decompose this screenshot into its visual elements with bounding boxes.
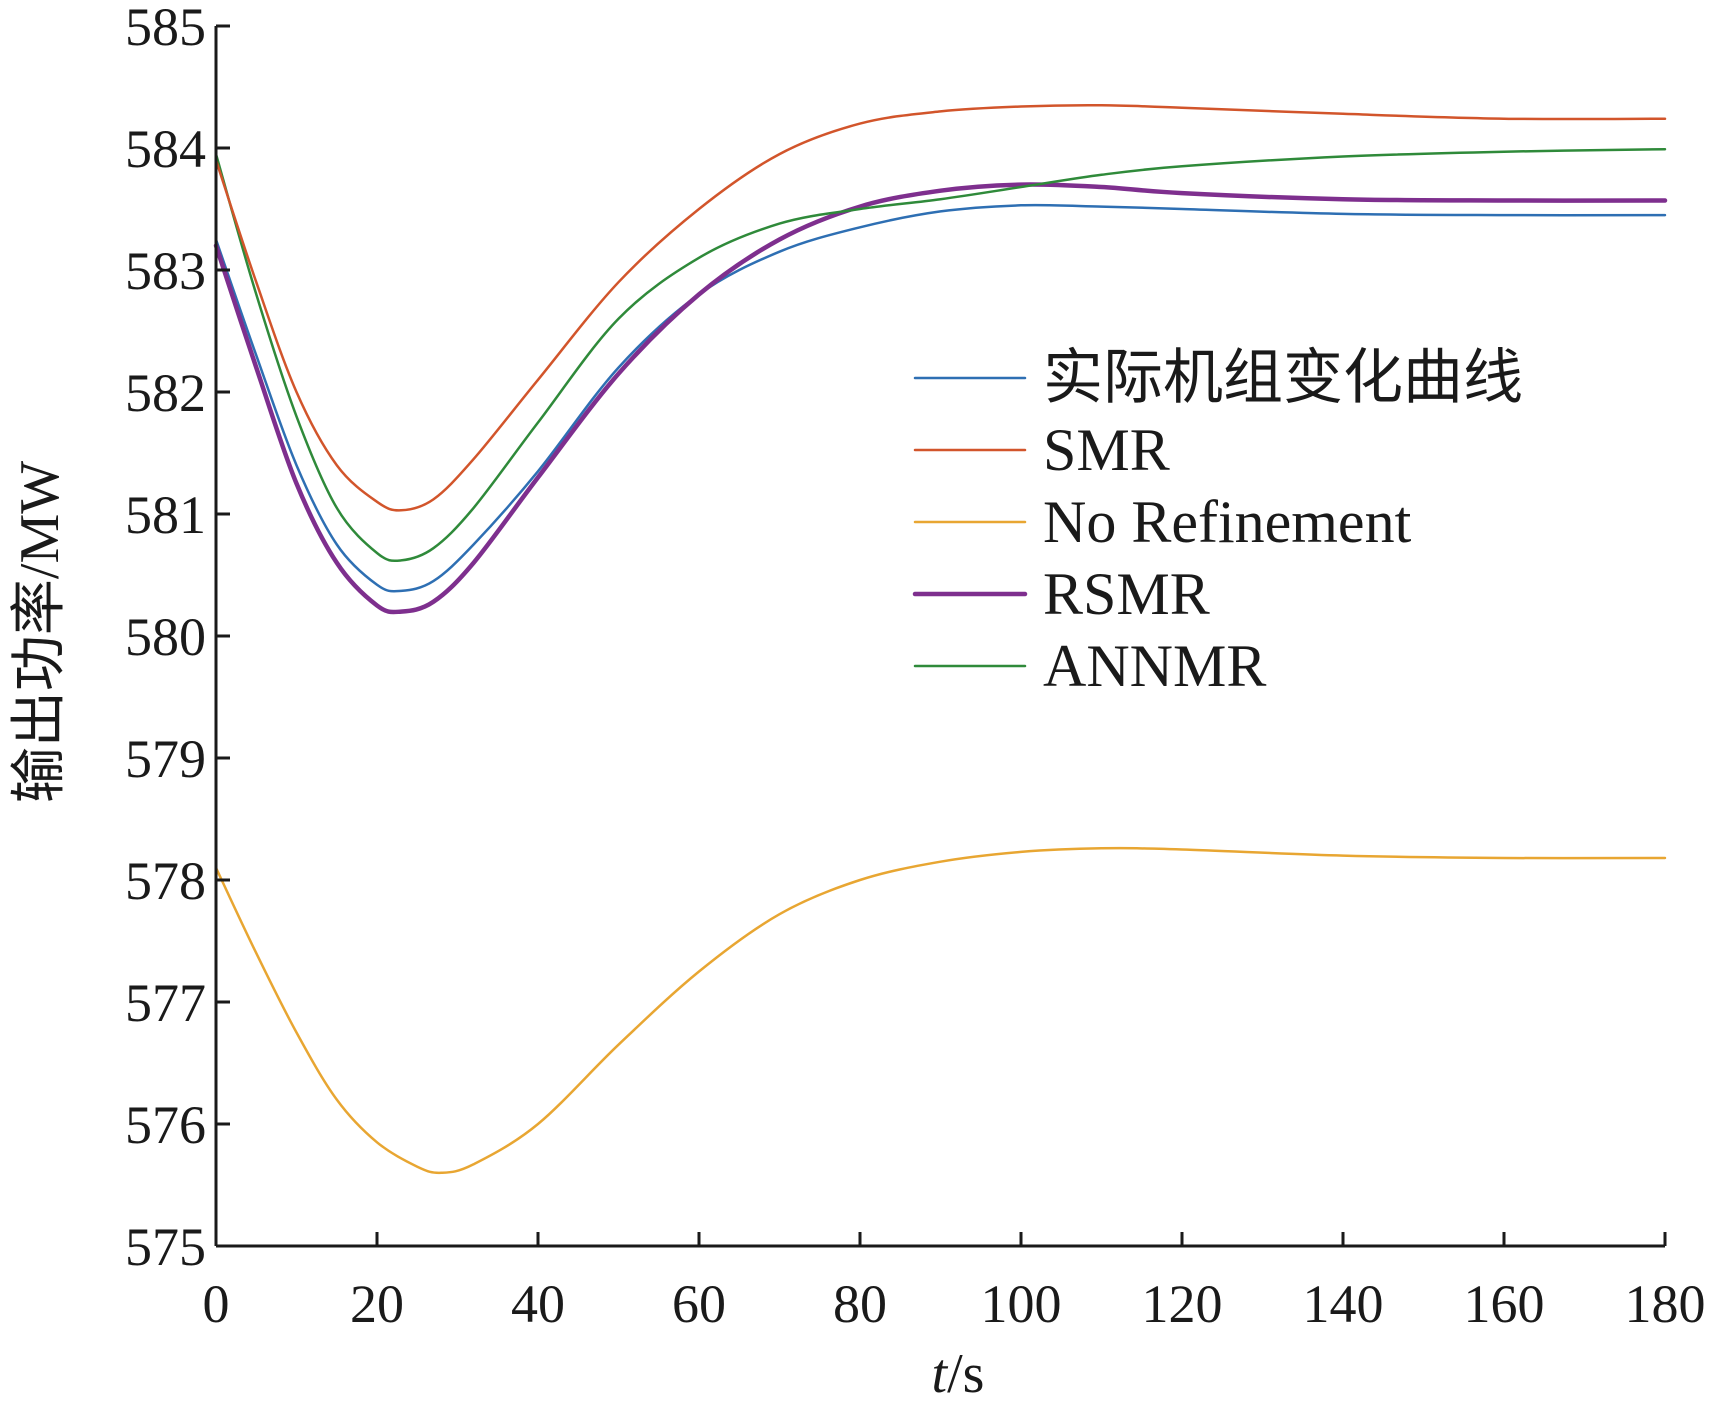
legend-label: No Refinement bbox=[1043, 489, 1412, 555]
series-line-3 bbox=[213, 182, 1668, 615]
y-tick-label: 585 bbox=[125, 0, 206, 57]
legend-label: SMR bbox=[1043, 417, 1170, 483]
x-axis-title-unit: /s bbox=[947, 1343, 984, 1405]
x-axis-title-italic: t bbox=[932, 1343, 949, 1405]
y-tick-label: 583 bbox=[125, 241, 206, 301]
y-tick-label: 580 bbox=[125, 607, 206, 667]
y-tick-label: 582 bbox=[125, 363, 206, 423]
series-line-4 bbox=[214, 147, 1667, 563]
y-tick-label: 584 bbox=[125, 119, 206, 179]
y-axis-title: 输出功率/MW bbox=[9, 461, 71, 803]
legend-label: RSMR bbox=[1043, 561, 1210, 627]
y-tick-label: 579 bbox=[125, 729, 206, 789]
ticks-layer: 0 20 40 60 80 100 120 140 160 180 575 576 577 578 579 5… bbox=[125, 0, 1706, 1334]
series-layer bbox=[213, 104, 1668, 1175]
y-tick-label: 581 bbox=[125, 485, 206, 545]
x-tick-label: 180 bbox=[1625, 1274, 1706, 1334]
x-tick-label: 120 bbox=[1142, 1274, 1223, 1334]
x-tick-label: 20 bbox=[350, 1274, 404, 1334]
x-axis-title: t/s bbox=[932, 1343, 985, 1405]
series-line-2 bbox=[214, 846, 1667, 1175]
x-tick-label: 160 bbox=[1464, 1274, 1545, 1334]
x-tick-label: 80 bbox=[833, 1274, 887, 1334]
x-tick-label: 100 bbox=[981, 1274, 1062, 1334]
legend-label: ANNMR bbox=[1043, 633, 1266, 699]
x-tick-label: 40 bbox=[511, 1274, 565, 1334]
y-tick-label: 577 bbox=[125, 973, 206, 1033]
x-tick-label: 140 bbox=[1303, 1274, 1384, 1334]
y-tick-label: 578 bbox=[125, 851, 206, 911]
x-tick-label: 60 bbox=[672, 1274, 726, 1334]
series-line-1 bbox=[214, 104, 1667, 512]
y-tick-label: 575 bbox=[125, 1217, 206, 1277]
legend-label: 实际机组变化曲线 bbox=[1043, 345, 1523, 411]
y-tick-label: 576 bbox=[125, 1095, 206, 1155]
x-tick-label: 0 bbox=[203, 1274, 230, 1334]
axes-layer bbox=[214, 26, 1665, 1248]
